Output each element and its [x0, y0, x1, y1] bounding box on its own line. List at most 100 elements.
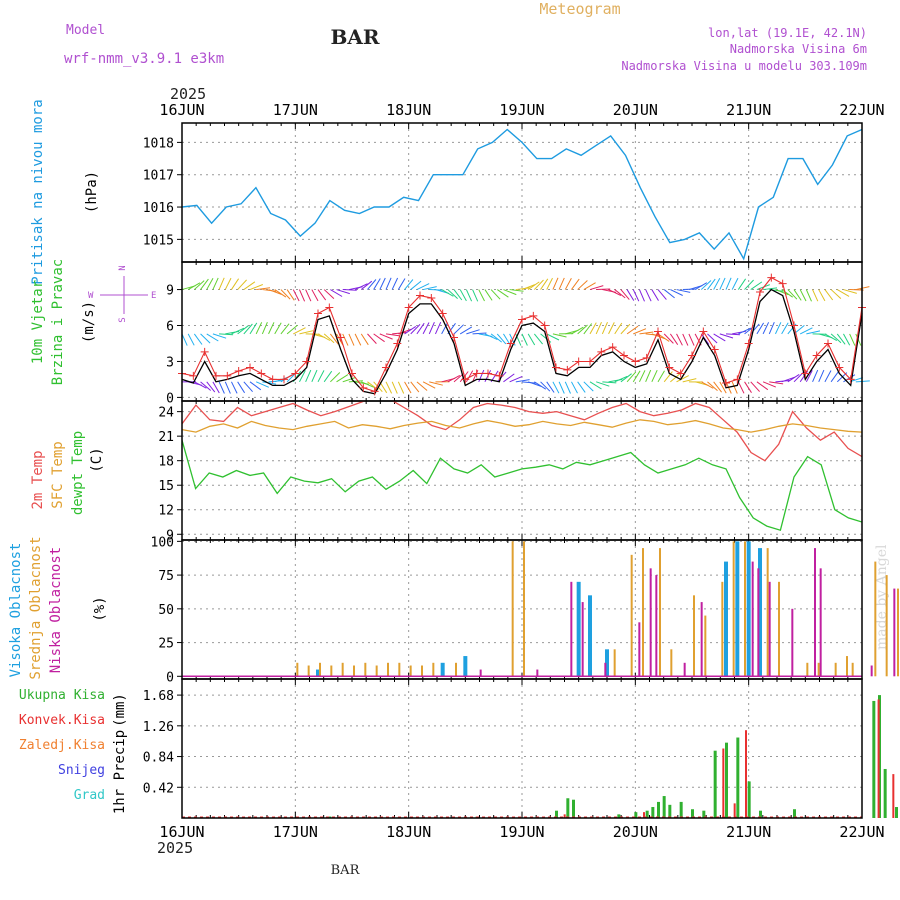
precip-total-bar	[736, 737, 740, 818]
precip-conv-bar	[722, 748, 725, 818]
wind-barb	[725, 277, 732, 290]
wind-barb	[564, 278, 572, 290]
wind-barb	[434, 321, 442, 335]
cloud-mid-bar	[511, 541, 514, 677]
temp-unit-label: (C)	[89, 447, 105, 472]
wind-barb	[626, 289, 635, 301]
wind-barb	[837, 289, 850, 297]
precip-axis-label: 1hr Precip	[112, 730, 128, 814]
wind-barb	[243, 323, 253, 335]
wind-barb	[360, 333, 369, 346]
wind-barb	[286, 324, 298, 335]
wind-gust-marker	[472, 369, 481, 378]
wind-barb	[503, 289, 517, 296]
wind-gust-marker	[382, 363, 390, 372]
wind-barb	[466, 329, 480, 335]
wind-barb	[342, 333, 349, 346]
x-label-top: 21JUN	[726, 101, 771, 119]
wind-barb	[181, 333, 188, 346]
wind-gust-marker	[234, 367, 243, 376]
wind-barb	[552, 333, 567, 338]
wind-gust-marker	[212, 371, 220, 380]
legend-frozen-rain: Zaledj.Kisa	[19, 738, 105, 753]
wind-gust-marker	[756, 287, 764, 296]
wind-barb	[632, 289, 640, 302]
wind-barb	[768, 322, 775, 335]
wind-barb	[453, 289, 463, 301]
wind-barb	[843, 333, 851, 346]
model-label: Model	[66, 23, 105, 38]
wind-barb	[558, 277, 565, 290]
wind-barb	[385, 277, 392, 290]
y-tick-label: 1016	[143, 201, 174, 216]
wind-gust-marker	[416, 291, 424, 300]
wind-gust-marker	[722, 379, 730, 388]
panel-temperature: 9 12 15 18 21 24	[158, 400, 863, 543]
y-tick-label: 3	[166, 355, 174, 370]
wind-gust-marker	[835, 363, 844, 372]
wind-barb	[843, 289, 857, 294]
wind-barb	[261, 322, 268, 335]
y-tick-label: 21	[158, 430, 174, 445]
wind-barb	[738, 327, 752, 335]
wind-barb	[589, 381, 602, 390]
wind-barb	[595, 321, 602, 335]
wind-barb	[503, 373, 515, 383]
wind-gust-marker	[450, 333, 458, 342]
wind-barb	[787, 289, 798, 300]
cloud-mid-bar	[307, 665, 310, 677]
wind-barb	[781, 322, 789, 335]
wind-barb	[385, 333, 400, 337]
precip-total-bar	[617, 814, 621, 818]
cloud-mid-bar	[455, 662, 457, 677]
wind-barb	[552, 277, 559, 290]
wind-barb	[601, 321, 608, 335]
wind-gust-marker	[370, 387, 379, 396]
wind-barb	[633, 328, 647, 335]
wind-barb	[632, 370, 641, 383]
y-tick-label: 0	[166, 670, 174, 685]
wind-barb	[298, 289, 306, 302]
cloud-high-bar	[605, 649, 609, 677]
wind-barb	[663, 333, 674, 344]
wind-barb	[416, 322, 425, 335]
precip-conv-bar	[892, 774, 895, 818]
wind-gust-marker	[733, 375, 742, 384]
wind-gust-marker	[189, 371, 198, 380]
temp-axis-label-3: dewpt Temp	[70, 431, 86, 515]
wind-gust-marker	[280, 375, 288, 384]
wind-barb	[404, 325, 417, 335]
precip-total-bar	[702, 810, 706, 818]
wind-barb	[527, 333, 536, 346]
wind-barb	[688, 333, 695, 346]
wind-barb	[799, 289, 807, 302]
x-label-top: 22JUN	[839, 101, 884, 119]
wind-barb	[416, 283, 430, 291]
panel-border	[181, 678, 863, 819]
wind-barb	[651, 369, 658, 383]
wind-barb	[707, 381, 718, 391]
wind-speed-line	[181, 288, 863, 395]
wind-barb	[657, 333, 670, 342]
cloud-low-bar	[604, 662, 607, 677]
wind-barb	[447, 289, 458, 299]
wind-barb	[410, 324, 421, 335]
cloud-low-bar	[751, 561, 754, 677]
x-label-bottom: 22JUN	[839, 823, 884, 841]
panels: 1015101610171018036991215182124025507510…	[8, 99, 899, 841]
cloud-high-bar	[440, 662, 445, 677]
wind-barb	[391, 277, 399, 290]
wind-gust-marker	[552, 363, 560, 372]
wind-gust-marker	[257, 369, 266, 378]
wind-barb	[218, 277, 225, 290]
wind-gust-marker	[540, 321, 549, 330]
cloud-mid-bar	[744, 541, 746, 677]
precip-total-bar	[895, 807, 898, 818]
wind-gust-marker	[200, 347, 209, 356]
wind-barb	[478, 369, 485, 383]
cloud-mid-bar	[885, 575, 888, 677]
wind-gust-marker	[427, 293, 436, 302]
wind-barb	[373, 333, 385, 343]
wind-barb	[719, 381, 727, 394]
wind-barb	[194, 381, 207, 389]
